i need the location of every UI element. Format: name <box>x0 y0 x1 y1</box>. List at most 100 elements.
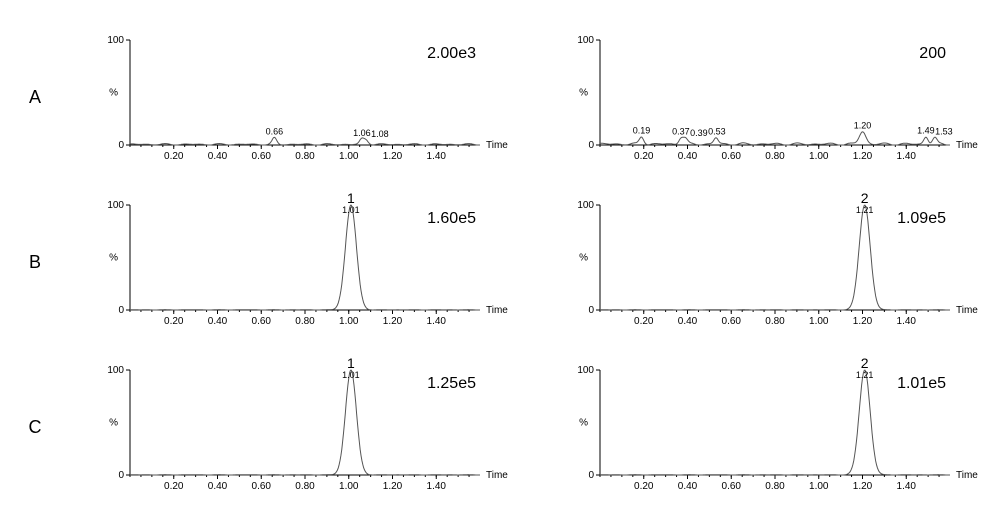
chromatogram-panel: 0 100% 0.20 0.40 0.60 0.80 1.00 1.20 1.40 Time 1.2… <box>550 185 990 335</box>
chromatogram-panel: 0100%0.200.400.600.801.001.201.40Time0.6… <box>80 20 520 170</box>
x-tick-label: 0.20 <box>634 151 654 162</box>
x-tick-label: 1.00 <box>809 481 829 492</box>
y-tick-label: 100 <box>107 35 124 46</box>
peak-number-label: 2 <box>861 190 869 206</box>
x-tick-label: 1.40 <box>427 481 447 492</box>
x-tick-label: 0.20 <box>164 316 184 327</box>
chromatogram-panel: 0100%0.200.400.600.801.001.201.40Time0.1… <box>550 20 990 170</box>
x-tick-label: 0.20 <box>634 316 654 327</box>
intensity-label: 1.60e5 <box>427 210 476 227</box>
row-label: B <box>20 185 50 340</box>
x-tick-label: 1.00 <box>339 316 359 327</box>
x-tick-label: 0.40 <box>678 151 698 162</box>
peak-rt-label: 1.20 <box>854 120 872 130</box>
x-axis-label: Time <box>486 470 508 481</box>
x-tick-label: 1.40 <box>897 151 917 162</box>
y-tick-label: 100 <box>577 365 594 376</box>
x-axis-label: Time <box>486 305 508 316</box>
y-tick-label: 0 <box>118 305 124 316</box>
x-tick-label: 1.20 <box>383 481 403 492</box>
chromatogram-trace <box>130 137 480 145</box>
y-tick-label: 0 <box>588 305 594 316</box>
peak-rt-label: 1.53 <box>935 127 953 137</box>
peak-rt-label: 1.01 <box>342 205 360 215</box>
x-tick-label: 1.40 <box>897 481 917 492</box>
y-axis-label: % <box>109 253 118 264</box>
x-axis-label: Time <box>486 140 508 151</box>
y-tick-label: 100 <box>577 35 594 46</box>
x-tick-label: 0.80 <box>765 481 785 492</box>
y-tick-label: 0 <box>588 140 594 151</box>
peak-number-label: 2 <box>861 355 869 371</box>
x-axis-label: Time <box>956 305 978 316</box>
intensity-label: 1.01e5 <box>897 375 946 392</box>
x-tick-label: 1.40 <box>427 316 447 327</box>
peak-rt-label: 0.66 <box>266 127 284 137</box>
x-tick-label: 0.40 <box>208 316 228 327</box>
y-tick-label: 100 <box>107 365 124 376</box>
intensity-label: 1.25e5 <box>427 375 476 392</box>
x-tick-label: 0.60 <box>252 481 272 492</box>
y-tick-label: 0 <box>118 470 124 481</box>
x-tick-label: 0.40 <box>208 151 228 162</box>
x-tick-label: 0.60 <box>722 316 742 327</box>
peak-rt-label: 1.21 <box>856 370 874 380</box>
panel-cell: 0 100% 0.20 0.40 0.60 0.80 1.00 1.20 1.40 Time 1.2… <box>550 185 990 340</box>
y-axis-label: % <box>579 88 588 99</box>
row-label: A <box>20 20 50 175</box>
x-tick-label: 0.60 <box>252 316 272 327</box>
x-axis-label: Time <box>956 140 978 151</box>
peak-rt-label: 0.39 <box>690 128 708 138</box>
x-tick-label: 0.40 <box>678 316 698 327</box>
x-tick-label: 1.20 <box>853 316 873 327</box>
x-tick-label: 1.20 <box>853 151 873 162</box>
intensity-label: 200 <box>919 45 946 62</box>
x-tick-label: 1.40 <box>427 151 447 162</box>
x-tick-label: 0.60 <box>722 481 742 492</box>
x-tick-label: 0.40 <box>208 481 228 492</box>
chromatogram-trace <box>600 132 950 145</box>
x-tick-label: 1.00 <box>339 481 359 492</box>
x-tick-label: 1.00 <box>339 151 359 162</box>
axes <box>600 40 950 145</box>
x-tick-label: 1.20 <box>383 316 403 327</box>
panel-cell: 0 100% 0.20 0.40 0.60 0.80 1.00 1.20 1.40 Time 1.0… <box>80 350 520 505</box>
intensity-label: 1.09e5 <box>897 210 946 227</box>
y-tick-label: 0 <box>588 470 594 481</box>
peak-rt-label: 1.49 <box>917 126 935 136</box>
peak-rt-label: 1.01 <box>342 370 360 380</box>
x-tick-label: 0.80 <box>295 151 315 162</box>
x-tick-label: 1.20 <box>853 481 873 492</box>
chromatogram-panel: 0 100% 0.20 0.40 0.60 0.80 1.00 1.20 1.40 Time 1.0… <box>80 350 520 500</box>
x-tick-label: 0.60 <box>722 151 742 162</box>
x-tick-label: 0.20 <box>164 481 184 492</box>
x-tick-label: 1.00 <box>809 151 829 162</box>
x-tick-label: 0.40 <box>678 481 698 492</box>
x-tick-label: 0.20 <box>164 151 184 162</box>
chromatogram-panel: 0100%0.200.400.600.801.001.201.40Time1.2… <box>550 350 990 500</box>
x-tick-label: 0.60 <box>252 151 272 162</box>
y-axis-label: % <box>579 418 588 429</box>
x-tick-label: 0.80 <box>765 316 785 327</box>
peak-rt-label: 0.53 <box>708 127 726 137</box>
x-axis-label: Time <box>956 470 978 481</box>
y-axis-label: % <box>109 418 118 429</box>
peak-rt-label: 1.21 <box>856 205 874 215</box>
chromatogram-grid: A0100%0.200.400.600.801.001.201.40Time0.… <box>20 20 980 505</box>
x-tick-label: 0.80 <box>295 316 315 327</box>
panel-cell: 0100%0.200.400.600.801.001.201.40Time0.6… <box>80 20 520 175</box>
peak-rt-label: 0.19 <box>633 126 651 136</box>
peak-rt-label: 1.06 <box>353 128 371 138</box>
x-tick-label: 1.00 <box>809 316 829 327</box>
row-label: C <box>20 350 50 505</box>
peak-number-label: 1 <box>347 355 355 371</box>
x-tick-label: 0.80 <box>295 481 315 492</box>
y-tick-label: 100 <box>107 200 124 211</box>
y-tick-label: 100 <box>577 200 594 211</box>
y-axis-label: % <box>579 253 588 264</box>
panel-cell: 0100%0.200.400.600.801.001.201.40Time1.2… <box>550 350 990 505</box>
intensity-label: 2.00e3 <box>427 45 476 62</box>
x-tick-label: 1.20 <box>383 151 403 162</box>
y-axis-label: % <box>109 88 118 99</box>
x-tick-label: 1.40 <box>897 316 917 327</box>
